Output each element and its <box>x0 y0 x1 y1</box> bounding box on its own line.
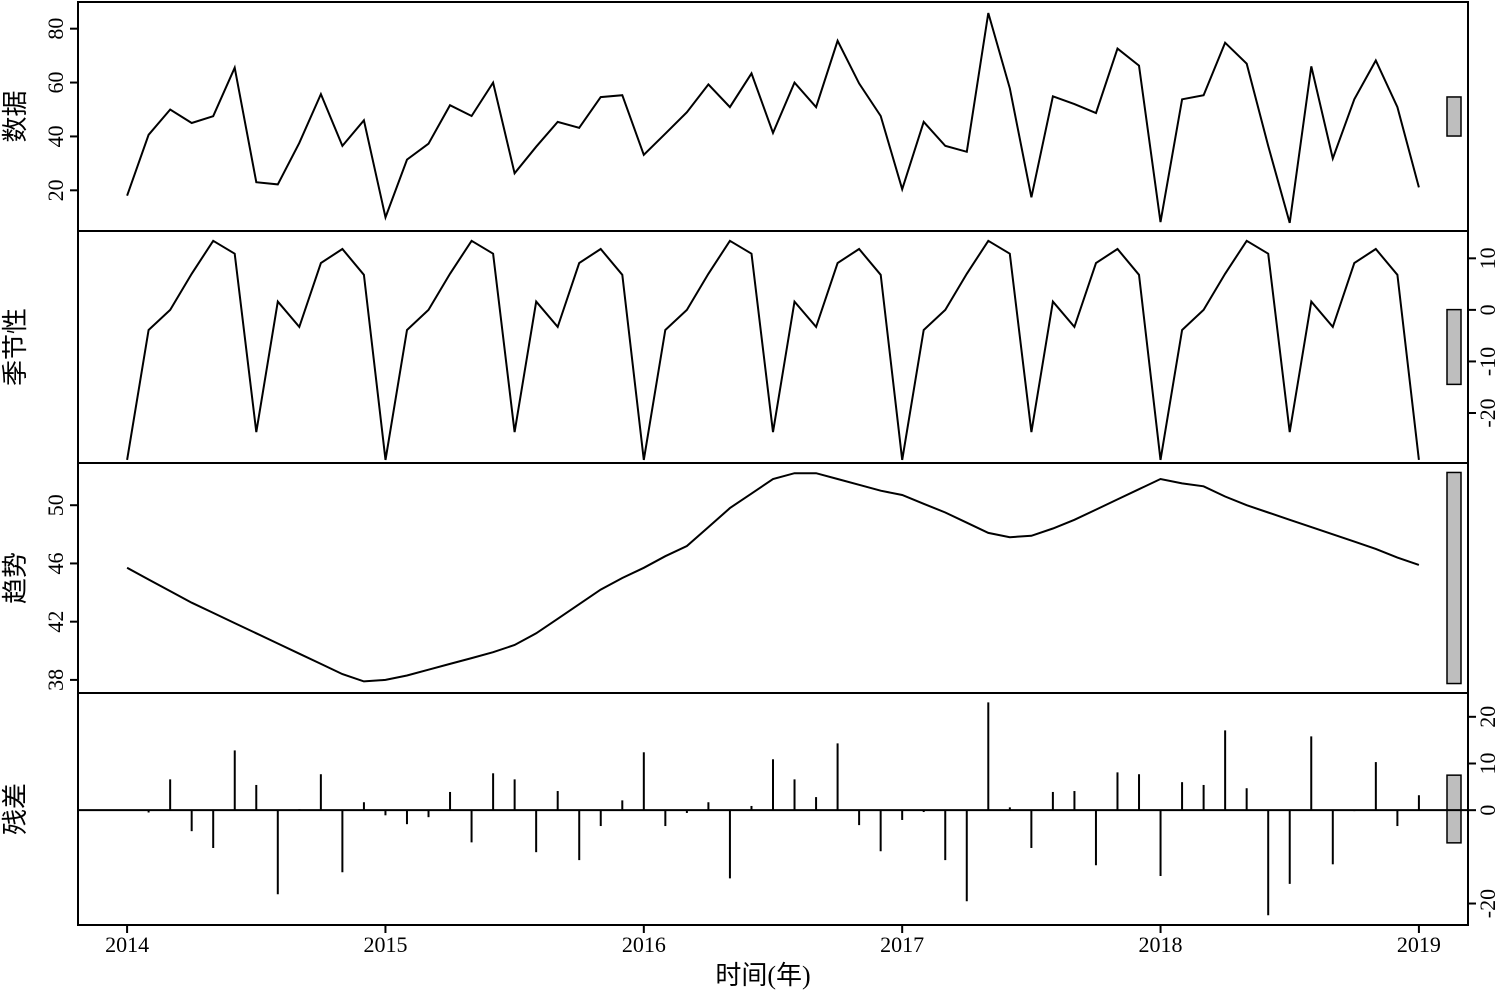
y-tick-label: -20 <box>1475 889 1500 918</box>
range-bar <box>1446 308 1462 386</box>
y-tick-label: 46 <box>43 552 68 574</box>
y-tick-label: 0 <box>1475 805 1500 816</box>
y-tick-label: 40 <box>43 125 68 147</box>
x-tick-label: 2018 <box>1139 932 1183 957</box>
y-axis-label: 趋势 <box>1 552 30 604</box>
y-tick-label: 10 <box>1475 752 1500 774</box>
x-tick-label: 2017 <box>880 932 924 957</box>
y-axis-label: 数据 <box>1 90 30 142</box>
x-tick-label: 2014 <box>105 932 149 957</box>
panel-frame <box>77 462 1469 694</box>
x-tick-label: 2015 <box>363 932 407 957</box>
range-bar <box>1446 774 1462 844</box>
x-tick-label: 2019 <box>1397 932 1441 957</box>
panel-frame <box>77 692 1469 926</box>
x-tick-label: 2016 <box>622 932 666 957</box>
y-tick-label: 0 <box>1475 304 1500 315</box>
series-line <box>126 472 1420 683</box>
y-axis-label: 季节性 <box>1 308 30 386</box>
y-tick-label: -10 <box>1475 347 1500 376</box>
y-tick-label: 20 <box>1475 706 1500 728</box>
series-line <box>126 239 1420 461</box>
y-tick-label: 38 <box>43 669 68 691</box>
y-tick-label: 42 <box>43 611 68 633</box>
range-bar <box>1446 96 1462 137</box>
y-tick-label: 10 <box>1475 247 1500 269</box>
y-tick-label: 60 <box>43 72 68 94</box>
y-tick-label: 80 <box>43 18 68 40</box>
series-line <box>126 12 1420 224</box>
y-tick-label: 20 <box>43 179 68 201</box>
y-tick-label: 50 <box>43 494 68 516</box>
y-axis-label: 残差 <box>1 783 30 835</box>
y-tick-label: -20 <box>1475 398 1500 427</box>
range-bar <box>1446 471 1462 685</box>
x-axis-label: 时间(年) <box>715 961 810 990</box>
